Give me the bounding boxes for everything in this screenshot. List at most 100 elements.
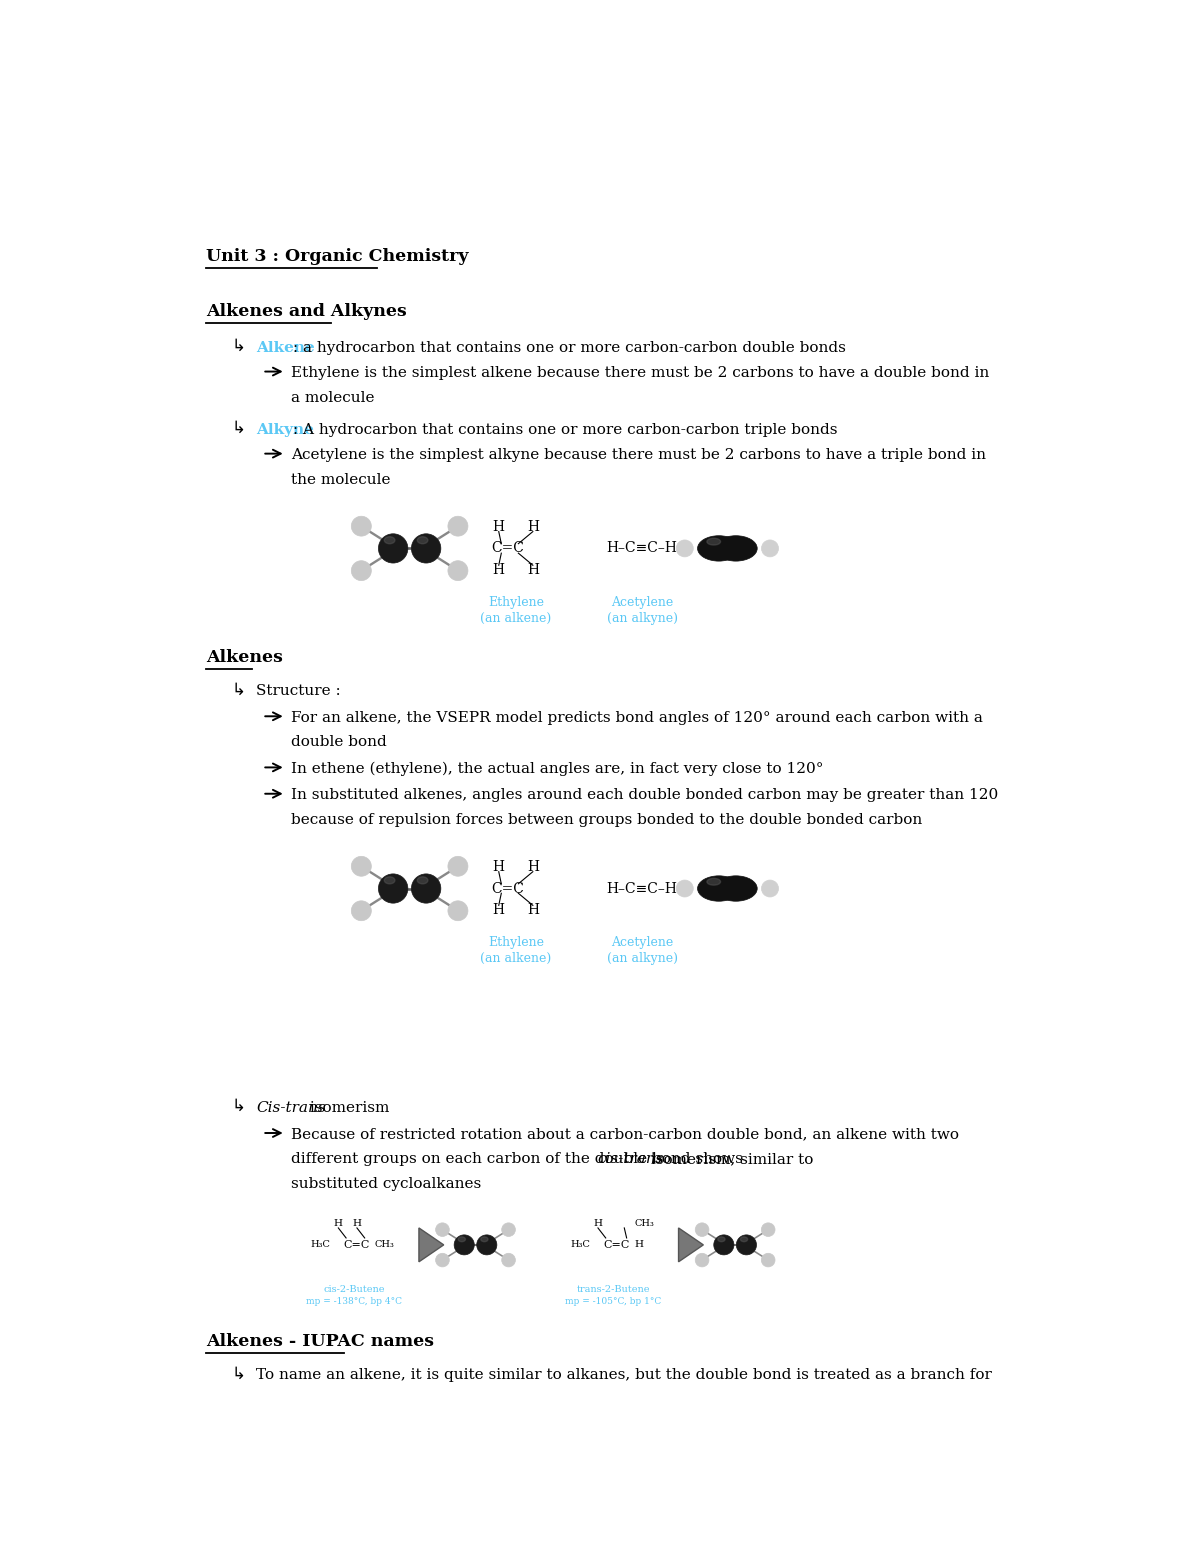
Ellipse shape	[677, 540, 694, 558]
Ellipse shape	[448, 561, 468, 581]
Text: Alkenes: Alkenes	[206, 649, 283, 666]
Text: H: H	[493, 564, 505, 578]
Ellipse shape	[714, 1235, 734, 1255]
Ellipse shape	[707, 879, 720, 885]
Text: To name an alkene, it is quite similar to alkanes, but the double bond is treate: To name an alkene, it is quite similar t…	[256, 1368, 992, 1382]
Text: H: H	[493, 520, 505, 534]
Text: Acetylene: Acetylene	[611, 936, 673, 949]
Ellipse shape	[476, 1235, 497, 1255]
Text: the molecule: the molecule	[292, 472, 390, 486]
Ellipse shape	[412, 874, 440, 904]
Text: Alkyne: Alkyne	[256, 424, 314, 438]
Text: a molecule: a molecule	[292, 391, 374, 405]
Text: ↳: ↳	[232, 419, 245, 438]
Text: ↳: ↳	[232, 680, 245, 699]
Text: cis-2-Butene: cis-2-Butene	[323, 1284, 384, 1294]
Text: mp = -138°C, bp 4°C: mp = -138°C, bp 4°C	[306, 1297, 402, 1306]
Ellipse shape	[352, 516, 371, 536]
Text: H: H	[594, 1219, 602, 1228]
Text: Structure :: Structure :	[256, 685, 341, 699]
Text: ↳: ↳	[232, 1096, 245, 1115]
Ellipse shape	[707, 539, 720, 545]
Text: H: H	[527, 904, 539, 918]
Ellipse shape	[448, 901, 468, 921]
Text: H: H	[527, 860, 539, 874]
Ellipse shape	[454, 1235, 474, 1255]
Text: H: H	[493, 860, 505, 874]
Text: cis-trans: cis-trans	[598, 1152, 664, 1166]
Text: different groups on each carbon of the double bond shows: different groups on each carbon of the d…	[292, 1152, 748, 1166]
Text: mp = -105°C, bp 1°C: mp = -105°C, bp 1°C	[565, 1297, 661, 1306]
Ellipse shape	[697, 876, 740, 901]
Ellipse shape	[384, 877, 395, 884]
Text: Cis-trans: Cis-trans	[256, 1101, 326, 1115]
Text: H: H	[635, 1241, 643, 1249]
Text: C=C: C=C	[491, 542, 523, 556]
Text: C=C: C=C	[491, 882, 523, 896]
Ellipse shape	[718, 1236, 725, 1242]
Text: : a hydrocarbon that contains one or more carbon-carbon double bonds: : a hydrocarbon that contains one or mor…	[288, 342, 846, 356]
Ellipse shape	[384, 537, 395, 544]
Text: (an alkyne): (an alkyne)	[607, 952, 678, 966]
Text: Ethylene: Ethylene	[487, 596, 544, 609]
Text: double bond: double bond	[292, 736, 386, 750]
Text: H: H	[353, 1219, 361, 1228]
Text: : A hydrocarbon that contains one or more carbon-carbon triple bonds: : A hydrocarbon that contains one or mor…	[288, 424, 838, 438]
Polygon shape	[419, 1228, 444, 1263]
Text: Ethylene: Ethylene	[487, 936, 544, 949]
Ellipse shape	[695, 1253, 709, 1267]
Text: H₃C: H₃C	[570, 1241, 590, 1249]
Text: (an alkyne): (an alkyne)	[607, 612, 678, 626]
Ellipse shape	[762, 881, 779, 898]
Text: Ethylene is the simplest alkene because there must be 2 carbons to have a double: Ethylene is the simplest alkene because …	[292, 367, 989, 380]
Text: because of repulsion forces between groups bonded to the double bonded carbon: because of repulsion forces between grou…	[292, 812, 923, 826]
Ellipse shape	[418, 537, 428, 544]
Ellipse shape	[352, 856, 371, 876]
Ellipse shape	[352, 561, 371, 581]
Ellipse shape	[502, 1222, 515, 1236]
Text: substituted cycloalkanes: substituted cycloalkanes	[292, 1177, 481, 1191]
Ellipse shape	[436, 1253, 449, 1267]
Text: For an alkene, the VSEPR model predicts bond angles of 120° around each carbon w: For an alkene, the VSEPR model predicts …	[292, 711, 983, 725]
Text: ↳: ↳	[232, 1365, 245, 1382]
Text: H: H	[527, 564, 539, 578]
Ellipse shape	[740, 1236, 748, 1242]
Text: CH₃: CH₃	[374, 1241, 395, 1249]
Text: trans-2-Butene: trans-2-Butene	[577, 1284, 650, 1294]
Text: C=C: C=C	[343, 1239, 370, 1250]
Text: ↳: ↳	[232, 337, 245, 356]
Text: Because of restricted rotation about a carbon-carbon double bond, an alkene with: Because of restricted rotation about a c…	[292, 1127, 959, 1141]
Text: Acetylene is the simplest alkyne because there must be 2 carbons to have a tripl: Acetylene is the simplest alkyne because…	[292, 447, 986, 463]
Ellipse shape	[352, 901, 371, 921]
Ellipse shape	[502, 1253, 515, 1267]
Text: C=C: C=C	[604, 1239, 630, 1250]
Text: In substituted alkenes, angles around each double bonded carbon may be greater t: In substituted alkenes, angles around ea…	[292, 787, 998, 803]
Ellipse shape	[761, 1222, 775, 1236]
Ellipse shape	[697, 536, 740, 561]
Text: Alkenes - IUPAC names: Alkenes - IUPAC names	[206, 1332, 434, 1350]
Ellipse shape	[761, 1253, 775, 1267]
Ellipse shape	[481, 1236, 488, 1242]
Ellipse shape	[448, 516, 468, 536]
Ellipse shape	[378, 534, 408, 564]
Text: Unit 3 : Organic Chemistry: Unit 3 : Organic Chemistry	[206, 247, 468, 264]
Text: H–C≡C–H: H–C≡C–H	[607, 542, 678, 556]
Text: (an alkene): (an alkene)	[480, 612, 552, 626]
Ellipse shape	[714, 536, 757, 561]
Ellipse shape	[695, 1222, 709, 1236]
Ellipse shape	[448, 856, 468, 876]
Polygon shape	[678, 1228, 703, 1263]
Ellipse shape	[677, 881, 694, 898]
Text: isomerism: isomerism	[305, 1101, 389, 1115]
Text: isomerism, similar to: isomerism, similar to	[646, 1152, 812, 1166]
Ellipse shape	[762, 540, 779, 558]
Text: CH₃: CH₃	[635, 1219, 654, 1228]
Text: (an alkene): (an alkene)	[480, 952, 552, 966]
Text: H: H	[334, 1219, 343, 1228]
Text: Alkenes and Alkynes: Alkenes and Alkynes	[206, 303, 407, 320]
Text: H–C≡C–H: H–C≡C–H	[607, 882, 678, 896]
Text: H: H	[493, 904, 505, 918]
Ellipse shape	[714, 876, 757, 901]
Ellipse shape	[378, 874, 408, 904]
Text: Acetylene: Acetylene	[611, 596, 673, 609]
